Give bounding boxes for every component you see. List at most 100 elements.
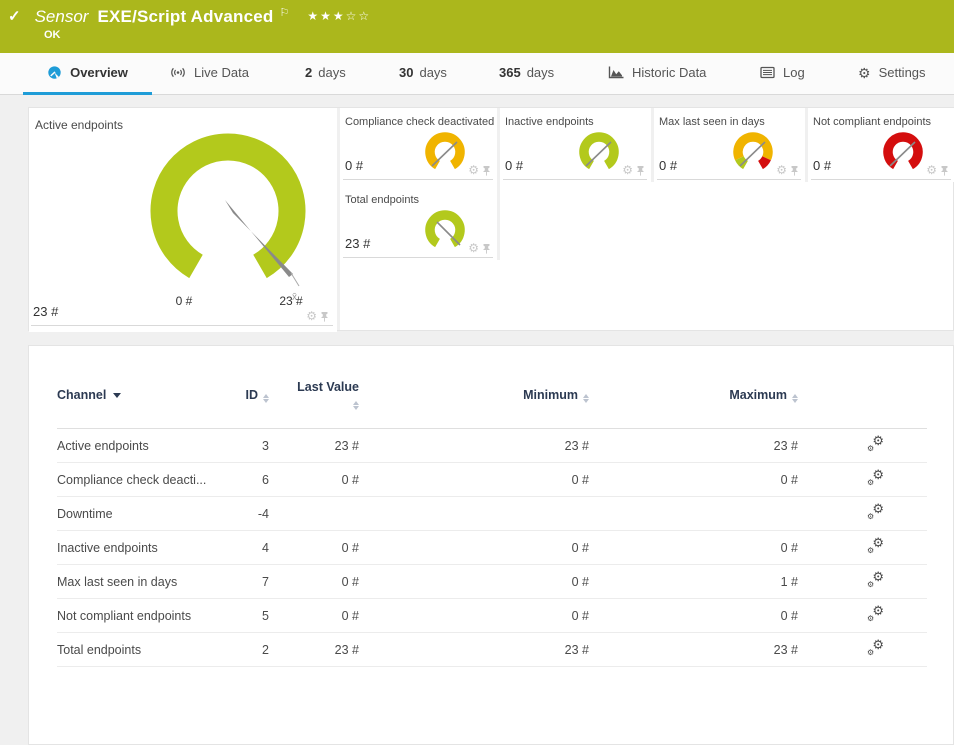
channel-settings-icon[interactable]: ⚙ ⚙: [867, 433, 884, 453]
column-header-last-value[interactable]: Last Value: [269, 362, 359, 429]
tab-live-data[interactable]: Live Data: [170, 53, 249, 95]
inactive-endpoints-gauge: [579, 132, 619, 170]
gauge-settings-gear-icon[interactable]: ⚙: [468, 163, 479, 177]
gauge-tile-active-endpoints: Active endpoints x̄ 0 # 23 # 23 # ⚙: [29, 108, 337, 332]
gauge-tile-total-endpoints: Total endpoints 23 # ⚙: [341, 186, 497, 260]
column-header-channel[interactable]: Channel: [57, 362, 207, 429]
gauge-title: Not compliant endpoints: [813, 116, 932, 128]
pin-icon[interactable]: [940, 165, 949, 176]
pin-icon[interactable]: [636, 165, 645, 176]
table-row: Total endpoints 2 23 #23 #23 # ⚙ ⚙: [57, 632, 927, 667]
tab-log[interactable]: Log: [760, 53, 805, 95]
gauge-current-value: 0 #: [345, 158, 364, 173]
gauge-settings-gear-icon[interactable]: ⚙: [926, 163, 937, 177]
channel-settings-icon[interactable]: ⚙ ⚙: [867, 467, 884, 487]
tab-365-days[interactable]: 365 days: [499, 65, 555, 80]
channel-settings-icon[interactable]: ⚙ ⚙: [867, 637, 884, 657]
table-row: Not compliant endpoints 5 0 #0 #0 # ⚙ ⚙: [57, 598, 927, 633]
channel-minimum: 23 #: [359, 632, 589, 667]
sort-icon: [583, 393, 589, 403]
gauge-title: Max last seen in days: [659, 116, 765, 128]
channel-id: 3: [207, 428, 269, 463]
channel-table-panel: Channel ID Last Value Minimum Maximum Ac…: [28, 345, 954, 745]
pin-icon[interactable]: [790, 165, 799, 176]
gauge-settings-gear-icon[interactable]: ⚙: [468, 241, 479, 255]
channel-id: -4: [207, 496, 269, 531]
channel-name: Active endpoints: [57, 428, 207, 463]
tile-divider: [343, 179, 493, 180]
area-chart-icon: [608, 66, 624, 79]
channel-settings-icon[interactable]: ⚙ ⚙: [867, 603, 884, 623]
gauge-settings-gear-icon[interactable]: ⚙: [622, 163, 633, 177]
priority-flag-icon[interactable]: ⚐: [279, 7, 290, 19]
channel-maximum: 0 #: [589, 598, 798, 633]
gauge-settings-gear-icon[interactable]: ⚙: [306, 309, 317, 323]
gear-icon: ⚙: [858, 64, 871, 81]
tab-overview[interactable]: Overview: [23, 53, 152, 95]
channel-settings-icon[interactable]: ⚙ ⚙: [867, 501, 884, 521]
channel-maximum: 0 #: [589, 462, 798, 497]
channel-minimum: 0 #: [359, 598, 589, 633]
gauge-settings-gear-icon[interactable]: ⚙: [776, 163, 787, 177]
table-row: Downtime -4 ⚙ ⚙: [57, 496, 927, 531]
tab-30-days[interactable]: 30 days: [399, 65, 447, 80]
tab-historic-data[interactable]: Historic Data: [608, 53, 706, 95]
channel-actions-cell: ⚙ ⚙: [798, 632, 927, 667]
channel-minimum: 23 #: [359, 428, 589, 463]
tile-divider: [811, 179, 951, 180]
channel-id: 6: [207, 462, 269, 497]
channel-name: Downtime: [57, 496, 207, 531]
channel-maximum: 1 #: [589, 564, 798, 599]
channel-table-body: Active endpoints 3 23 #23 #23 # ⚙ ⚙ Complianc…: [57, 428, 927, 667]
channel-id: 4: [207, 530, 269, 565]
pin-icon[interactable]: [320, 311, 329, 322]
tab-settings[interactable]: ⚙ Settings: [858, 64, 926, 81]
channel-id: 2: [207, 632, 269, 667]
gauge-title: Compliance check deactivated: [345, 116, 495, 128]
column-header-maximum[interactable]: Maximum: [589, 362, 798, 429]
channel-name: Max last seen in days: [57, 564, 207, 599]
column-header-minimum[interactable]: Minimum: [359, 362, 589, 429]
table-row: Compliance check deacti... 6 0 #0 #0 # ⚙ ⚙: [57, 462, 927, 497]
channel-minimum: 0 #: [359, 530, 589, 565]
table-row: Max last seen in days 7 0 #0 #1 # ⚙ ⚙: [57, 564, 927, 599]
pin-icon[interactable]: [482, 165, 491, 176]
gauge-max-label: 23 #: [279, 294, 303, 308]
tile-divider: [343, 257, 493, 258]
tile-gutter: [337, 108, 340, 330]
broadcast-icon: [170, 66, 186, 79]
gauge-min-label: 0 #: [175, 294, 193, 308]
gauge-tile-inactive-endpoints: Inactive endpoints 0 # ⚙: [501, 108, 651, 182]
tile-gutter: [497, 108, 500, 260]
column-header-id[interactable]: ID: [207, 362, 269, 429]
table-header-row: Channel ID Last Value Minimum Maximum: [57, 362, 927, 429]
gauge-current-value: 23 #: [33, 304, 59, 319]
table-row: Active endpoints 3 23 #23 #23 # ⚙ ⚙: [57, 428, 927, 463]
gauge-current-value: 0 #: [659, 158, 678, 173]
gauge-current-value: 23 #: [345, 236, 371, 251]
sensor-title: EXE/Script Advanced: [97, 7, 274, 26]
channel-settings-icon[interactable]: ⚙ ⚙: [867, 535, 884, 555]
total-endpoints-gauge: [425, 210, 465, 248]
compliance-gauge: [425, 132, 465, 170]
channel-last-value: 0 #: [269, 530, 359, 565]
object-kind-label: Sensor: [34, 7, 89, 26]
channel-settings-icon[interactable]: ⚙ ⚙: [867, 569, 884, 589]
channel-actions-cell: ⚙ ⚙: [798, 530, 927, 565]
channel-actions-cell: ⚙ ⚙: [798, 564, 927, 599]
tile-divider: [503, 179, 647, 180]
gauge-title: Total endpoints: [345, 194, 419, 206]
gauge-tile-max-last-seen: Max last seen in days 0 # ⚙: [655, 108, 805, 182]
sort-icon: [353, 400, 359, 410]
channel-actions-cell: ⚙ ⚙: [798, 598, 927, 633]
channel-last-value: 0 #: [269, 598, 359, 633]
sort-icon: [263, 393, 269, 403]
channel-name: Not compliant endpoints: [57, 598, 207, 633]
channel-actions-cell: ⚙ ⚙: [798, 496, 927, 531]
tab-2-days[interactable]: 2 days: [305, 65, 346, 80]
channel-last-value: 23 #: [269, 428, 359, 463]
tile-divider: [31, 325, 333, 326]
sensor-tab-bar: Overview Live Data 2 days 30 days 365 days …: [0, 53, 954, 95]
priority-stars[interactable]: ★★★☆☆: [307, 9, 372, 23]
pin-icon[interactable]: [482, 243, 491, 254]
